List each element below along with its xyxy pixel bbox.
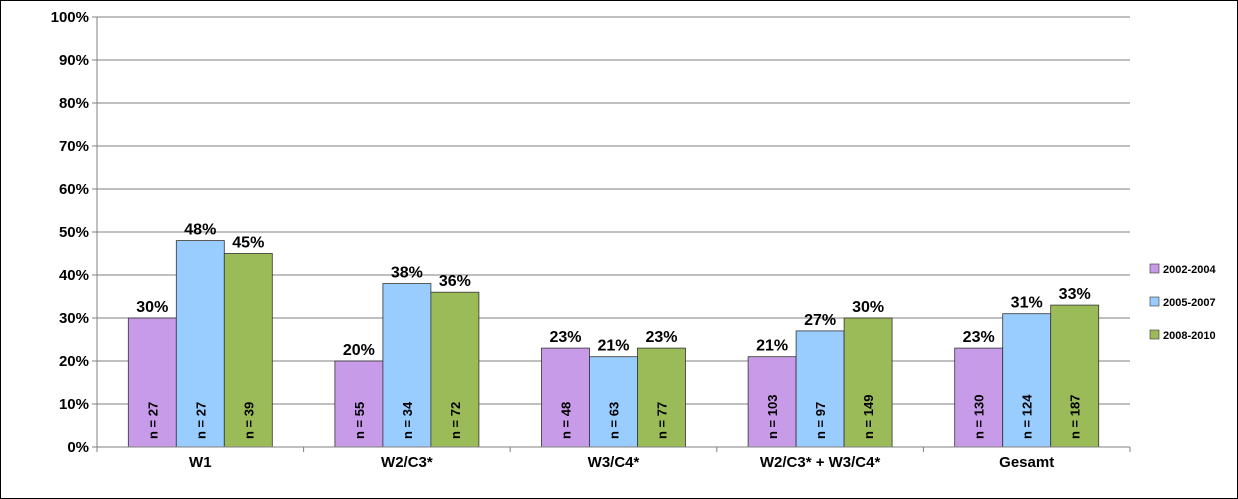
data-label: 45% xyxy=(232,235,264,252)
bar xyxy=(954,347,1004,448)
bars: 30% n = 27 48% n = 27 45% n = 39 20% n = 55 38% n… xyxy=(127,222,1100,448)
legend-label: 2008-2010 xyxy=(1163,330,1216,342)
legend-label: 2005-2007 xyxy=(1163,297,1216,309)
data-label: 23% xyxy=(963,329,995,346)
data-label: 23% xyxy=(645,329,677,346)
n-label: n = 63 xyxy=(607,402,622,439)
y-tick-label: 80% xyxy=(59,95,89,112)
bar xyxy=(430,291,480,448)
data-label: 30% xyxy=(136,299,168,316)
bar xyxy=(843,317,893,448)
y-tick-label: 20% xyxy=(59,353,89,370)
axes xyxy=(96,17,1131,452)
n-label: n = 72 xyxy=(448,402,463,439)
bar xyxy=(747,356,797,448)
n-label: n = 39 xyxy=(241,402,256,439)
bar xyxy=(589,356,638,448)
data-label: 36% xyxy=(439,273,471,290)
data-label: 23% xyxy=(549,329,581,346)
data-label: 33% xyxy=(1059,286,1091,303)
n-label: n = 130 xyxy=(972,395,987,439)
data-label: 31% xyxy=(1011,295,1043,312)
data-label: 21% xyxy=(756,338,788,355)
y-tick-label: 90% xyxy=(59,52,89,69)
legend-swatch xyxy=(1149,263,1160,274)
y-tick-label: 100% xyxy=(51,9,89,26)
n-label: n = 124 xyxy=(1020,394,1035,439)
n-label: n = 27 xyxy=(193,402,208,439)
x-category-label: W2/C3* xyxy=(381,454,433,471)
data-label: 38% xyxy=(391,265,423,282)
legend-swatch xyxy=(1149,296,1160,307)
x-category-label: W2/C3* + W3/C4* xyxy=(760,454,881,471)
x-category-label: Gesamt xyxy=(999,454,1054,471)
n-label: n = 97 xyxy=(813,402,828,439)
n-label: n = 103 xyxy=(765,395,780,439)
y-tick-label: 30% xyxy=(59,310,89,327)
data-label: 48% xyxy=(184,222,216,239)
y-tick-label: 40% xyxy=(59,267,89,284)
x-category-label: W1 xyxy=(189,454,212,471)
y-axis-ticks: 0% 10% 20% 30% 40% 50% 60% 70% 80% 90% 100% xyxy=(51,9,97,456)
bar xyxy=(223,253,273,448)
y-tick-label: 50% xyxy=(59,224,89,241)
bar xyxy=(175,240,225,448)
bar xyxy=(1002,313,1052,448)
legend-swatch xyxy=(1149,329,1160,340)
n-label: n = 187 xyxy=(1068,395,1083,439)
n-label: n = 55 xyxy=(352,402,367,439)
data-label: 30% xyxy=(852,299,884,316)
data-label: 20% xyxy=(343,342,375,359)
y-tick-label: 10% xyxy=(59,396,89,413)
bar xyxy=(541,347,590,448)
legend-label: 2002-2004 xyxy=(1163,264,1216,276)
bar xyxy=(795,330,845,448)
n-label: n = 27 xyxy=(145,402,160,439)
x-category-label: W3/C4* xyxy=(588,454,640,471)
n-label: n = 149 xyxy=(861,395,876,439)
y-tick-label: 60% xyxy=(59,181,89,198)
data-label: 27% xyxy=(804,312,836,329)
legend: 2002-2004 2005-2007 2008-2010 xyxy=(1149,263,1216,342)
bar xyxy=(1050,304,1100,448)
x-axis-categories: W1 W2/C3* W3/C4* W2/C3* + W3/C4* Gesamt xyxy=(189,454,1054,471)
bar xyxy=(334,360,384,448)
data-label: 21% xyxy=(597,338,629,355)
y-tick-label: 0% xyxy=(67,439,89,456)
n-label: n = 34 xyxy=(400,401,415,439)
n-label: n = 48 xyxy=(559,402,574,439)
y-tick-label: 70% xyxy=(59,138,89,155)
n-label: n = 77 xyxy=(655,402,670,439)
